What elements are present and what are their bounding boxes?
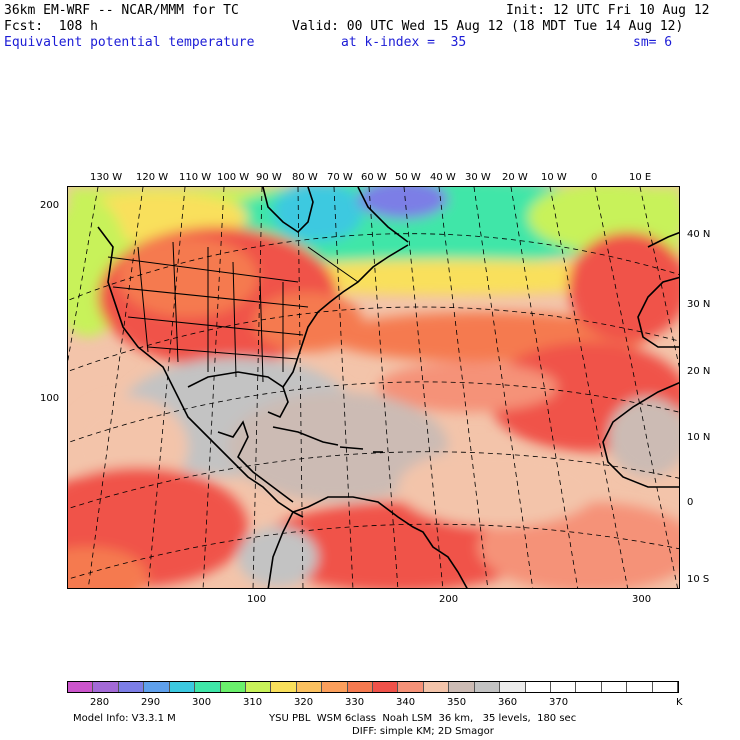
longitude-label: 60 W (361, 172, 387, 183)
colorbar-swatch (398, 682, 424, 692)
colorbar-swatch (296, 682, 323, 692)
colorbar-swatch (525, 682, 552, 692)
latitude-label: 40 N (687, 229, 711, 240)
longitude-label: 0 (591, 172, 598, 183)
longitude-label: 10 W (541, 172, 567, 183)
colorbar-swatch (195, 682, 221, 692)
colorbar-tick-label: 330 (345, 697, 365, 708)
colorbar-swatch (220, 682, 246, 692)
longitude-label: 40 W (430, 172, 456, 183)
colorbar-tick-label: 300 (192, 697, 212, 708)
grid-y-label: 200 (40, 200, 60, 211)
colorbar-swatch (373, 682, 399, 692)
latitude-label: 20 N (687, 366, 711, 377)
physics-info: YSU PBL WSM 6class Noah LSM 36 km, 35 le… (269, 713, 577, 724)
colorbar-swatch (271, 682, 297, 692)
grid-x-label: 300 (632, 594, 652, 605)
forecast-hour: Fcst: 108 h (4, 19, 98, 34)
colorbar-tick-label: 310 (243, 697, 263, 708)
latitude-label: 10 N (687, 432, 711, 443)
graticule (68, 187, 679, 588)
colorbar-units: K (676, 697, 683, 708)
model-info: Model Info: V3.3.1 M (73, 713, 176, 724)
longitude-label: 80 W (292, 172, 318, 183)
grid-x-label: 100 (247, 594, 267, 605)
longitude-label: 100 W (217, 172, 250, 183)
longitude-label: 110 W (179, 172, 212, 183)
colorbar-tick-label: 290 (141, 697, 161, 708)
colorbar-swatch (601, 682, 628, 692)
latitude-label: 0 (687, 497, 694, 508)
colorbar-swatch (169, 682, 196, 692)
longitude-label: 20 W (502, 172, 528, 183)
colorbar-swatch (347, 682, 374, 692)
diffusion-info: DIFF: simple KM; 2D Smagor (352, 726, 494, 737)
colorbar-tick-label: 360 (498, 697, 518, 708)
coastlines (97, 187, 679, 588)
colorbar-swatch (118, 682, 145, 692)
longitude-label: 120 W (136, 172, 169, 183)
field-name: Equivalent potential temperature (4, 35, 255, 50)
colorbar-swatch (500, 682, 526, 692)
colorbar-swatch (144, 682, 170, 692)
colorbar-swatch (423, 682, 450, 692)
colorbar-swatch (576, 682, 602, 692)
equivalent-potential-temperature-map (67, 186, 680, 589)
smoothing-label: sm= 6 (633, 35, 673, 50)
colorbar-swatch (627, 682, 653, 692)
k-index-label: at k-index = 35 (341, 35, 467, 50)
longitude-label: 70 W (327, 172, 353, 183)
latitude-label: 10 S (687, 574, 710, 585)
init-time: Init: 12 UTC Fri 10 Aug 12 (506, 3, 710, 18)
grid-y-label: 100 (40, 393, 60, 404)
latitude-label: 30 N (687, 299, 711, 310)
colorbar-swatch (474, 682, 501, 692)
longitude-label: 10 E (629, 172, 652, 183)
model-title: 36km EM-WRF -- NCAR/MMM for TC (4, 3, 239, 18)
colorbar-swatch (245, 682, 272, 692)
colorbar-swatch (551, 682, 577, 692)
colorbar-swatch (449, 682, 475, 692)
colorbar-swatch (322, 682, 348, 692)
map-canvas (68, 187, 679, 588)
colorbar-tick-label: 370 (549, 697, 569, 708)
grid-x-label: 200 (439, 594, 459, 605)
colorbar-swatch (93, 682, 119, 692)
colorbar-tick-label: 280 (90, 697, 110, 708)
longitude-label: 130 W (90, 172, 123, 183)
state-borders (107, 241, 359, 383)
colorbar-swatch (68, 682, 94, 692)
valid-time: Valid: 00 UTC Wed 15 Aug 12 (18 MDT Tue … (292, 19, 684, 34)
colorbar-tick-label: 320 (294, 697, 314, 708)
longitude-label: 30 W (465, 172, 491, 183)
colorbar-tick-label: 340 (396, 697, 416, 708)
colorbar-tick-label: 350 (447, 697, 467, 708)
longitude-label: 90 W (256, 172, 282, 183)
colorbar (67, 681, 679, 693)
longitude-label: 50 W (395, 172, 421, 183)
colorbar-swatch (652, 682, 679, 692)
